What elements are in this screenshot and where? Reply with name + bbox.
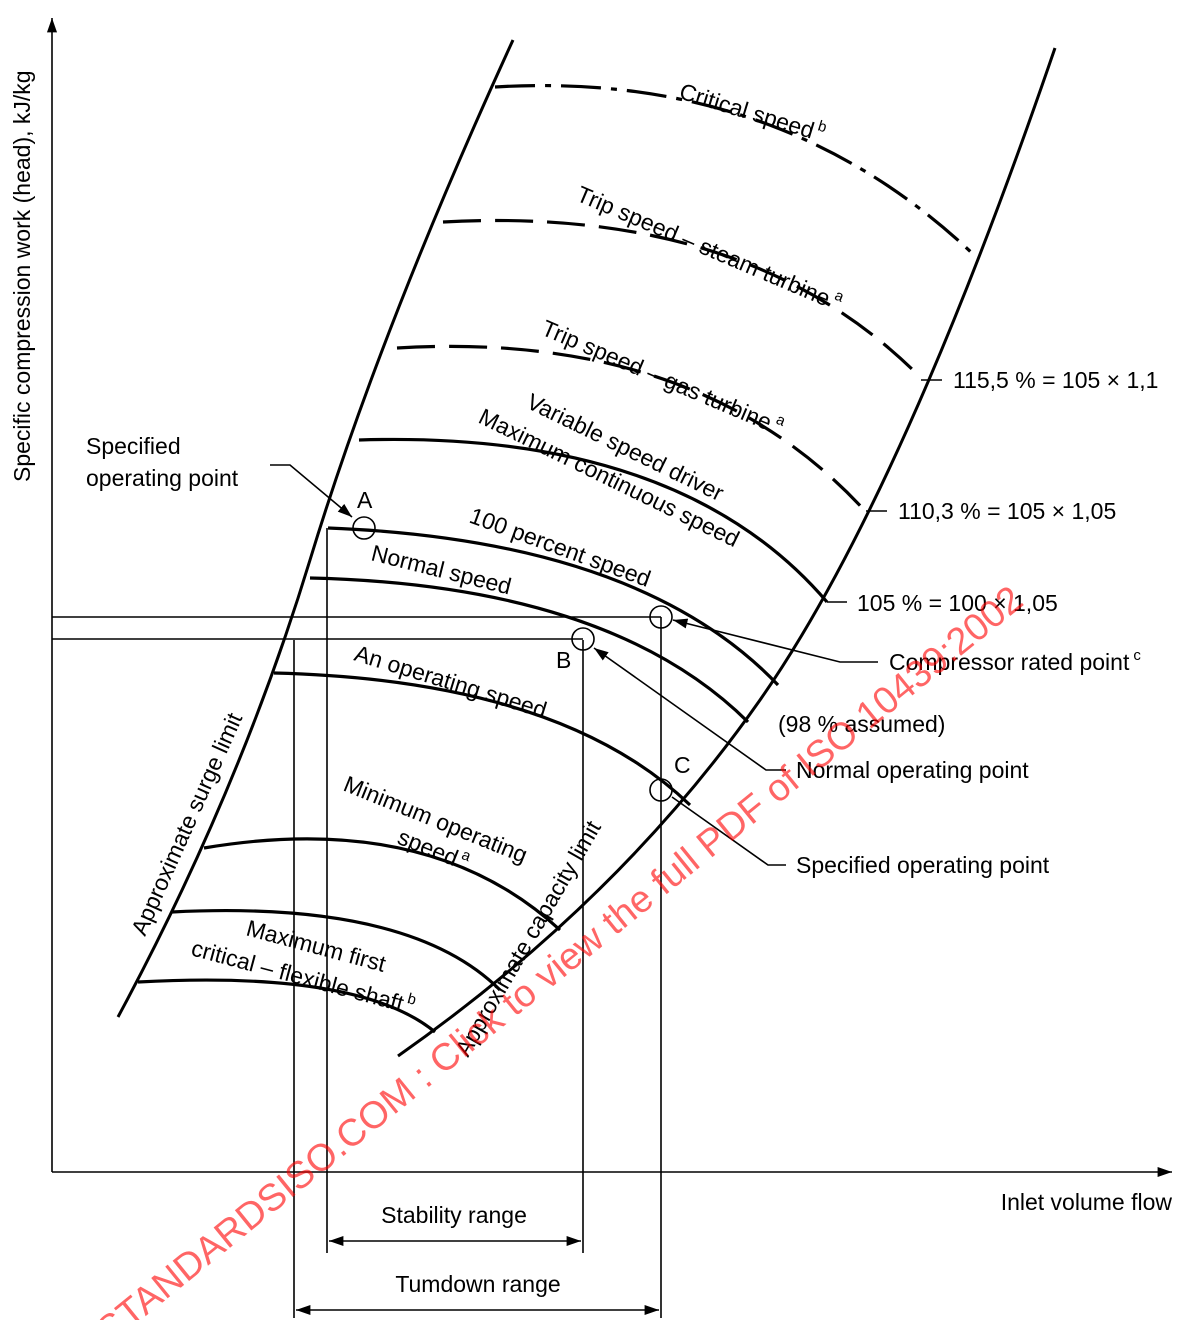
max-first-critical-footnote: b <box>406 990 418 1009</box>
capacity-limit-line <box>397 47 1057 1058</box>
percent-115-label: 115,5 % = 105 × 1,1 <box>953 367 1158 393</box>
normal-operating-point-label: Normal operating point <box>796 757 1029 783</box>
critical-speed-text: Critical speed <box>677 78 818 144</box>
percent-105-label: 105 % = 100 × 1,05 <box>857 590 1058 616</box>
x-axis-label: Inlet volume flow <box>1001 1189 1173 1215</box>
operating-speed-curve <box>273 671 692 807</box>
percent-98-label: (98 % assumed) <box>778 711 945 737</box>
max-first-critical-curve-2 <box>137 978 437 1034</box>
point-c-label: C <box>674 752 691 778</box>
critical-speed-footnote: b <box>816 118 829 137</box>
surge-limit-line <box>116 39 515 1018</box>
specified-operating-point-right-label: Specified operating point <box>796 852 1050 878</box>
specified-point-left-line2: operating point <box>86 465 239 491</box>
critical-speed-label: Critical speedb <box>677 76 829 147</box>
trip-speed-gas-footnote: a <box>774 411 789 430</box>
minimum-operating-speed-curve <box>203 837 562 932</box>
point-a-marker <box>352 516 376 540</box>
rated-point-footnote: c <box>1133 647 1141 664</box>
trip-speed-gas-curve <box>396 344 868 514</box>
rated-point-label: Compressor rated point c <box>889 647 1141 675</box>
surge-limit-label: Approximate surge limit <box>126 708 248 939</box>
trip-speed-steam-curve <box>442 218 923 380</box>
percent100-speed-curve <box>327 526 780 687</box>
specified-point-a-leader <box>270 464 353 518</box>
trip-speed-steam-footnote: a <box>832 287 847 306</box>
max-first-critical-curve-1 <box>171 909 502 992</box>
point-c-marker <box>649 778 673 802</box>
minimum-operating-speed-footnote: a <box>459 846 474 865</box>
rated-point-text: Compressor rated point <box>889 649 1130 675</box>
max-continuous-speed-curve <box>358 437 829 604</box>
percent-110-label: 110,3 % = 105 × 1,05 <box>898 498 1116 524</box>
turndown-range-label: Tumdown range <box>395 1271 560 1297</box>
y-axis-label: Specific compression work (head), kJ/kg <box>9 70 35 482</box>
specified-point-c-leader <box>671 796 786 866</box>
stability-range-label: Stability range <box>381 1202 527 1228</box>
trip-speed-steam-label: Trip speed – steam turbinea <box>573 179 847 316</box>
specified-point-left-line1: Specified <box>86 433 181 459</box>
normal-point-leader <box>593 647 786 771</box>
rated-point-marker <box>649 605 673 629</box>
point-a-label: A <box>357 487 373 513</box>
point-b-label: B <box>556 647 571 673</box>
point-b-marker <box>571 627 595 651</box>
critical-speed-curve <box>494 83 976 257</box>
rated-point-leader <box>672 618 878 663</box>
normal-speed-label: Normal speed <box>369 540 514 600</box>
trip-speed-steam-text: Trip speed – steam turbine <box>573 181 834 311</box>
